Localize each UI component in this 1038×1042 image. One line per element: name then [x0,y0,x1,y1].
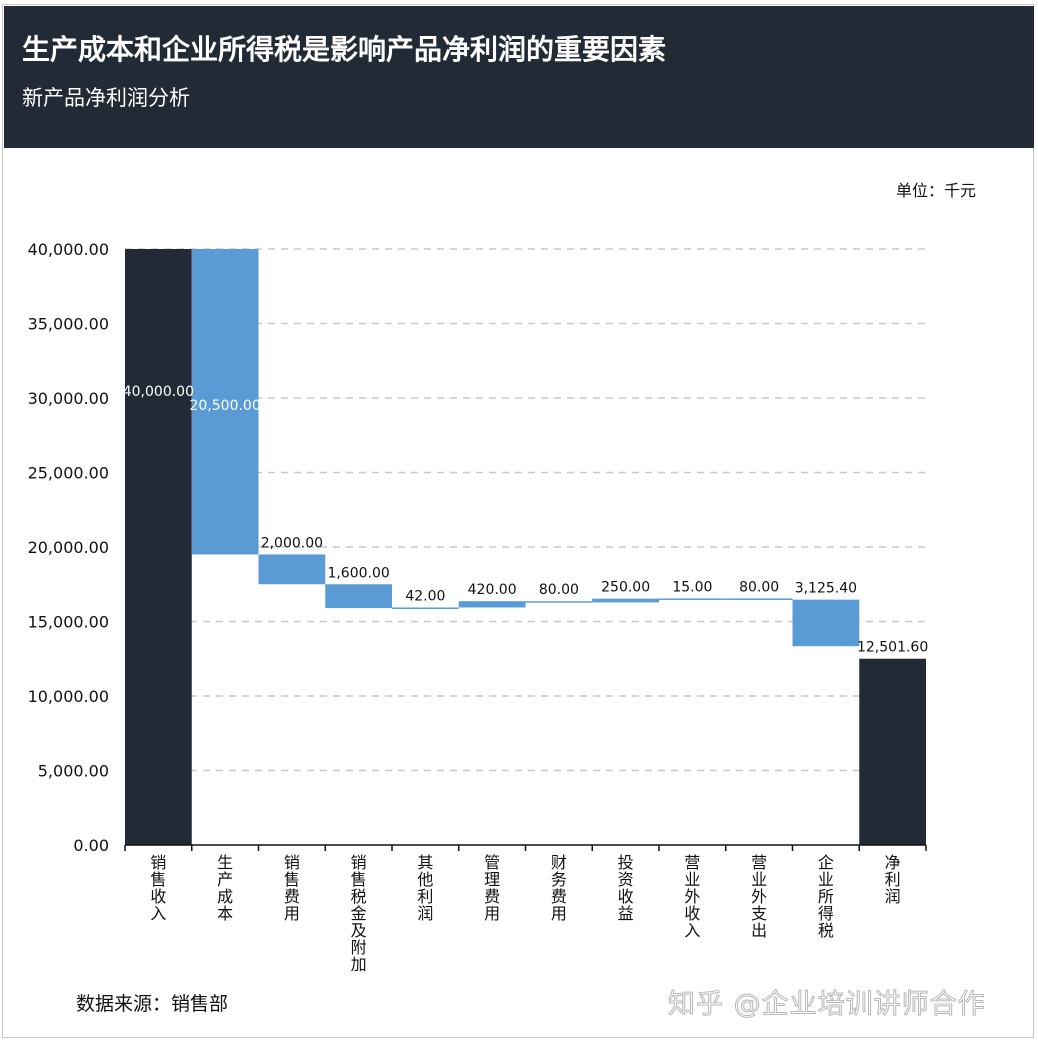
x-tick-label: 投资收益 [618,853,634,923]
data-label: 80.00 [539,582,579,598]
waterfall-bar [258,554,326,585]
page-title: 生产成本和企业所得税是影响产品净利润的重要因素 [22,33,667,66]
x-tick-label: 销售税金及附加 [351,853,367,974]
data-label: 12,501.60 [857,640,928,656]
data-label: 20,500.00 [189,398,260,414]
y-tick-label: 35,000.00 [28,315,109,334]
bars [125,249,926,845]
x-tick-label: 企业所得税 [818,853,834,940]
waterfall-bar [191,249,259,555]
unit-label: 单位：千元 [896,181,977,200]
y-tick-label: 5,000.00 [38,762,109,781]
waterfall-bar [392,607,459,609]
page-subtitle: 新产品净利润分析 [22,86,190,110]
y-tick-label: 20,000.00 [28,538,109,557]
data-label: 2,000.00 [261,535,323,551]
y-tick-label: 40,000.00 [28,240,109,259]
x-tick-label: 销售收入 [150,853,166,923]
waterfall-bar [325,584,392,609]
data-label: 3,125.40 [795,581,857,597]
data-label: 1,600.00 [327,565,389,581]
waterfall-bar [859,658,926,845]
waterfall-bar [725,598,793,600]
header-banner: 生产成本和企业所得税是影响产品净利润的重要因素 新产品净利润分析 [4,6,1034,148]
x-tick-label: 管理费用 [484,853,500,923]
x-axis [124,844,927,851]
waterfall-bar [458,601,526,608]
x-tick-label: 净利润 [885,853,901,906]
waterfall-bar [125,249,192,845]
watermark: 知乎 @企业培训讲师合作 [668,989,986,1021]
data-label: 40,000.00 [123,384,194,400]
x-tick-label: 营业外支出 [751,853,767,940]
y-tick-label: 15,000.00 [28,613,109,632]
y-axis-ticks: 0.00 5,000.00 10,000.00 15,000.00 20,000.00 2… [28,240,109,855]
x-tick-label: 营业外收入 [684,853,700,940]
x-tick-label: 其他利润 [417,853,433,923]
data-label: 250.00 [601,580,650,596]
y-tick-label: 10,000.00 [28,687,109,706]
data-label: 15.00 [672,579,712,595]
x-axis-labels: 销售收入 生产成本 销售费用 销售税金及附加 其他利润 管理费用 财务费用 投资收益 营业外收入… [150,853,900,974]
data-label: 42.00 [405,588,445,604]
data-label: 80.00 [739,579,779,595]
y-tick-label: 0.00 [73,836,109,855]
data-label: 420.00 [468,582,517,598]
x-tick-label: 生产成本 [217,853,233,923]
waterfall-bar [592,598,659,603]
y-tick-label: 30,000.00 [28,389,109,408]
y-tick-label: 25,000.00 [28,464,109,483]
x-tick-label: 销售费用 [284,853,300,923]
data-source-note: 数据来源：销售部 [76,993,229,1015]
waterfall-bar [525,601,593,603]
waterfall-bar [792,599,860,647]
waterfall-bar [659,598,726,600]
x-tick-label: 财务费用 [551,853,567,923]
